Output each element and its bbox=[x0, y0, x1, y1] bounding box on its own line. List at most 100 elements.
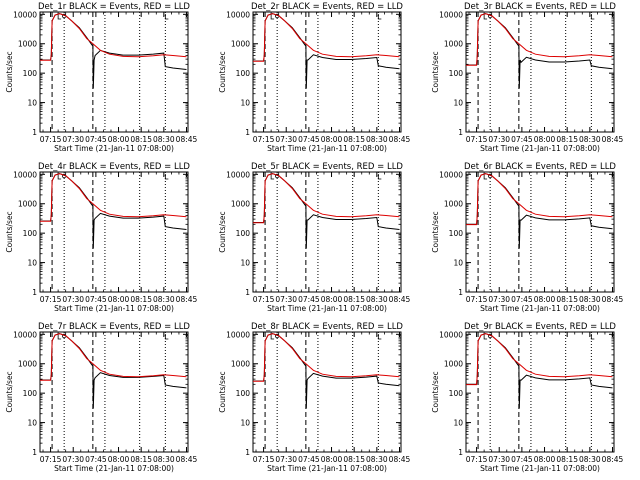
x-tick-label: 08:30 bbox=[579, 135, 601, 144]
plot-frame bbox=[465, 331, 615, 453]
x-tick-label: 07:15 bbox=[466, 135, 488, 144]
flag-marker-start bbox=[270, 174, 275, 180]
x-tick-label: 07:45 bbox=[298, 135, 320, 144]
y-tick-label: 10 bbox=[453, 259, 463, 268]
flag-marker-start bbox=[270, 14, 275, 20]
x-tick-label: 07:45 bbox=[85, 135, 107, 144]
y-tick-label: 1000 bbox=[18, 200, 37, 209]
y-tick-label: 1 bbox=[245, 128, 250, 137]
y-tick-label: 10000 bbox=[439, 330, 463, 339]
y-tick-label: 10000 bbox=[13, 10, 37, 19]
x-tick-label: 08:15 bbox=[556, 295, 578, 304]
y-tick-label: 1 bbox=[245, 448, 250, 457]
plot-area bbox=[466, 13, 613, 89]
x-tick-label: 07:30 bbox=[488, 135, 510, 144]
x-tick-label: 08:15 bbox=[130, 455, 152, 464]
plot-frame bbox=[252, 331, 402, 453]
x-tick-label: 08:00 bbox=[321, 135, 343, 144]
x-tick-label: 07:45 bbox=[85, 455, 107, 464]
x-tick-label: 08:30 bbox=[366, 135, 388, 144]
flag-marker-end bbox=[590, 14, 595, 20]
flag-marker-start bbox=[57, 14, 62, 20]
series-line-events bbox=[40, 13, 187, 89]
panel-title: Det_1r BLACK = Events, RED = LLD bbox=[38, 2, 190, 12]
x-tick-label: 08:45 bbox=[389, 455, 411, 464]
flag-marker-start bbox=[57, 334, 62, 340]
flag-marker-start bbox=[483, 174, 488, 180]
x-tick-label: 08:45 bbox=[176, 455, 198, 464]
panel-title: Det_7r BLACK = Events, RED = LLD bbox=[38, 322, 190, 332]
x-tick-label: 08:00 bbox=[321, 455, 343, 464]
y-tick-label: 1 bbox=[245, 288, 250, 297]
x-tick-label: 07:15 bbox=[253, 295, 275, 304]
y-tick-label: 10 bbox=[240, 99, 250, 108]
flag-marker-end bbox=[377, 174, 382, 180]
plot-area bbox=[40, 13, 187, 89]
y-tick-label: 1000 bbox=[231, 360, 250, 369]
x-tick-label: 08:15 bbox=[130, 135, 152, 144]
plot-area bbox=[466, 333, 613, 409]
y-tick-label: 100 bbox=[449, 389, 464, 398]
panel-det3r: Det_3r BLACK = Events, RED = LLD 1 10 100 10… bbox=[431, 2, 624, 153]
y-tick-label: 100 bbox=[23, 69, 38, 78]
x-tick-label: 08:30 bbox=[366, 295, 388, 304]
y-tick-label: 1000 bbox=[231, 40, 250, 49]
x-tick-label: 07:15 bbox=[40, 135, 62, 144]
plot-area bbox=[253, 13, 400, 89]
x-tick-label: 07:30 bbox=[488, 455, 510, 464]
plot-frame bbox=[39, 171, 189, 293]
x-axis-label: Start Time (21-Jan-11 07:08:00) bbox=[54, 144, 174, 153]
x-tick-label: 08:15 bbox=[556, 455, 578, 464]
y-tick-label: 1 bbox=[458, 288, 463, 297]
y-tick-label: 100 bbox=[449, 69, 464, 78]
x-tick-label: 07:15 bbox=[40, 295, 62, 304]
series-line-lld bbox=[40, 13, 187, 61]
flag-marker-end bbox=[164, 174, 169, 180]
x-axis-label: Start Time (21-Jan-11 07:08:00) bbox=[267, 144, 387, 153]
x-tick-label: 07:15 bbox=[253, 135, 275, 144]
y-tick-label: 1000 bbox=[444, 40, 463, 49]
x-tick-label: 08:45 bbox=[602, 455, 624, 464]
x-tick-label: 07:30 bbox=[275, 295, 297, 304]
flag-marker-end bbox=[590, 174, 595, 180]
y-axis-label: Counts/sec bbox=[218, 211, 227, 252]
plot-frame bbox=[39, 11, 189, 133]
x-axis-label: Start Time (21-Jan-11 07:08:00) bbox=[480, 304, 600, 313]
x-tick-label: 07:30 bbox=[62, 295, 84, 304]
x-tick-label: 07:30 bbox=[275, 455, 297, 464]
y-tick-label: 10000 bbox=[13, 170, 37, 179]
y-tick-label: 10000 bbox=[226, 330, 250, 339]
y-tick-label: 10 bbox=[453, 419, 463, 428]
y-tick-label: 1 bbox=[32, 128, 37, 137]
plot-frame bbox=[252, 11, 402, 133]
x-tick-label: 07:15 bbox=[466, 455, 488, 464]
plot-area bbox=[40, 173, 187, 249]
y-tick-label: 100 bbox=[449, 229, 464, 238]
y-axis-label: Counts/sec bbox=[431, 51, 440, 92]
x-axis-label: Start Time (21-Jan-11 07:08:00) bbox=[54, 464, 174, 473]
panel-title: Det_8r BLACK = Events, RED = LLD bbox=[251, 322, 403, 332]
series-line-lld bbox=[466, 333, 613, 386]
plot-area bbox=[253, 173, 400, 249]
y-tick-label: 100 bbox=[23, 229, 38, 238]
x-tick-label: 08:30 bbox=[153, 455, 175, 464]
y-tick-label: 10 bbox=[27, 419, 37, 428]
y-axis-label: Counts/sec bbox=[5, 371, 14, 412]
y-tick-label: 10 bbox=[453, 99, 463, 108]
x-tick-label: 08:15 bbox=[130, 295, 152, 304]
panel-det9r: Det_9r BLACK = Events, RED = LLD 1 10 100 10… bbox=[431, 322, 624, 473]
x-axis-label: Start Time (21-Jan-11 07:08:00) bbox=[267, 304, 387, 313]
plot-frame bbox=[39, 331, 189, 453]
panel-det7r: Det_7r BLACK = Events, RED = LLD 1 10 100 10… bbox=[5, 322, 198, 473]
x-tick-label: 08:00 bbox=[321, 295, 343, 304]
flag-marker-end bbox=[164, 334, 169, 340]
x-tick-label: 08:00 bbox=[534, 455, 556, 464]
series-line-events bbox=[466, 173, 613, 249]
series-line-lld bbox=[253, 333, 400, 382]
y-tick-label: 1 bbox=[458, 448, 463, 457]
y-tick-label: 1 bbox=[458, 128, 463, 137]
x-axis-label: Start Time (21-Jan-11 07:08:00) bbox=[480, 464, 600, 473]
panel-title: Det_9r BLACK = Events, RED = LLD bbox=[464, 322, 616, 332]
y-tick-label: 1 bbox=[32, 448, 37, 457]
